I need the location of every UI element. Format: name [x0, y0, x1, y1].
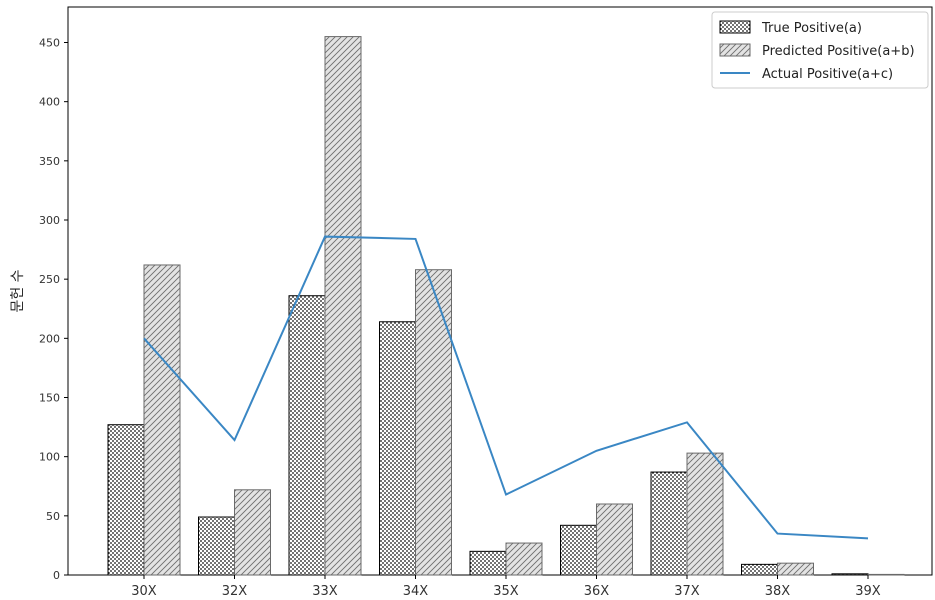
legend-swatch	[719, 20, 751, 34]
bar-true-positive	[107, 424, 145, 576]
x-tick-label: 39X	[855, 584, 881, 599]
y-tick-label: 100	[39, 451, 60, 464]
legend-box	[711, 11, 929, 89]
legend-swatch	[719, 43, 751, 57]
y-tick-label: 150	[39, 392, 60, 405]
bar-predicted-positive	[777, 562, 814, 576]
bar-predicted-positive	[415, 269, 452, 576]
x-tick-label: 30X	[131, 584, 157, 599]
legend: True Positive(a) Predicted Positive(a+b) A…	[711, 11, 929, 89]
y-tick-label: 0	[53, 569, 60, 582]
x-tick-label: 33X	[312, 584, 338, 599]
legend-label: Predicted Positive(a+b)	[762, 44, 915, 59]
bar-true-positive	[560, 524, 597, 576]
x-tick-label: 37X	[674, 584, 700, 599]
y-tick-label: 200	[39, 332, 60, 345]
bar-true-positive	[741, 563, 778, 576]
bar-predicted-positive	[867, 573, 905, 576]
x-tick-label: 35X	[493, 584, 519, 599]
x-tick-label: 34X	[403, 584, 429, 599]
bar-predicted-positive	[686, 452, 724, 576]
x-tick-label: 38X	[765, 584, 791, 599]
bar-true-positive	[288, 295, 326, 576]
bar-true-positive	[831, 573, 869, 576]
y-axis-label: 문헌 수	[10, 269, 26, 312]
y-tick-label: 400	[39, 96, 60, 109]
bar-predicted-positive	[505, 542, 543, 576]
y-tick-label: 350	[39, 155, 60, 168]
axes-frame	[67, 6, 933, 576]
y-tick-label: 250	[39, 273, 60, 286]
bar-true-positive	[650, 471, 688, 576]
legend-label: True Positive(a)	[761, 21, 862, 36]
bar-predicted-positive	[324, 36, 362, 576]
y-tick-label: 300	[39, 214, 60, 227]
bar-predicted-positive	[234, 489, 271, 576]
x-tick-label: 36X	[584, 584, 610, 599]
bar-predicted-positive	[143, 264, 181, 576]
bar-true-positive	[379, 321, 416, 576]
y-tick-label: 50	[46, 510, 60, 523]
legend-label: Actual Positive(a+c)	[762, 67, 893, 82]
plot-area: 0 50 100 150 200 250 300 350 400 450 30X 32X 33X 34X 3…	[39, 6, 933, 599]
bar-true-positive	[198, 516, 235, 576]
bar-predicted-positive	[596, 503, 633, 576]
line-actual-positive	[143, 235, 869, 540]
bar-true-positive	[469, 550, 507, 576]
x-tick-label: 32X	[222, 584, 248, 599]
y-tick-label: 450	[39, 37, 60, 50]
